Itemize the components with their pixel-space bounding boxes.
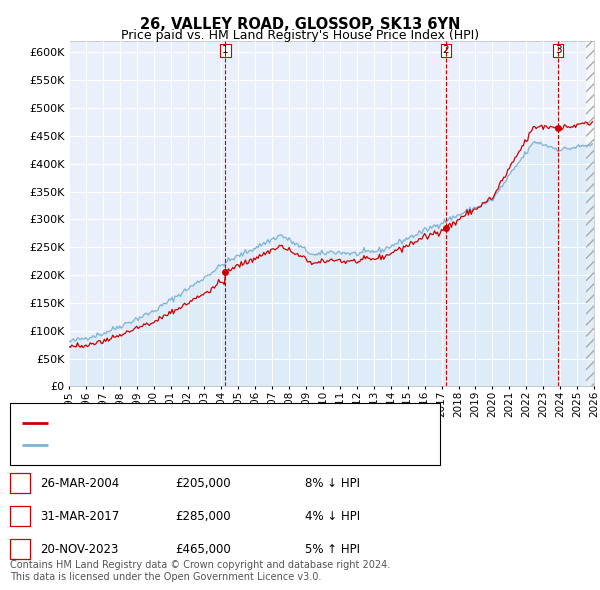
Text: 1: 1 [16, 477, 24, 490]
Text: 4% ↓ HPI: 4% ↓ HPI [305, 510, 360, 523]
Text: 8% ↓ HPI: 8% ↓ HPI [305, 477, 360, 490]
Text: 3: 3 [16, 543, 23, 556]
Bar [10, 404, 440, 466]
Text: 26, VALLEY ROAD, GLOSSOP, SK13 6YN (detached house): 26, VALLEY ROAD, GLOSSOP, SK13 6YN (deta… [54, 417, 392, 430]
Text: £285,000: £285,000 [175, 510, 230, 523]
Text: 5% ↑ HPI: 5% ↑ HPI [305, 543, 360, 556]
Bar [10, 539, 30, 559]
Bar [10, 473, 30, 493]
Text: 2: 2 [16, 510, 24, 523]
Text: £465,000: £465,000 [175, 543, 231, 556]
Text: 26-MAR-2004: 26-MAR-2004 [40, 477, 119, 490]
Text: 20-NOV-2023: 20-NOV-2023 [40, 543, 118, 556]
Text: 1: 1 [222, 45, 229, 55]
Text: HPI: Average price, detached house, High Peak: HPI: Average price, detached house, High… [54, 439, 331, 452]
Text: 3: 3 [555, 45, 562, 55]
Bar [10, 506, 30, 526]
Bar [586, 41, 594, 386]
Text: 26, VALLEY ROAD, GLOSSOP, SK13 6YN: 26, VALLEY ROAD, GLOSSOP, SK13 6YN [140, 17, 460, 31]
Text: Contains HM Land Registry data © Crown copyright and database right 2024.
This d: Contains HM Land Registry data © Crown c… [10, 560, 390, 582]
Text: Price paid vs. HM Land Registry's House Price Index (HPI): Price paid vs. HM Land Registry's House … [121, 29, 479, 42]
Text: 2: 2 [443, 45, 449, 55]
Text: 31-MAR-2017: 31-MAR-2017 [40, 510, 119, 523]
Bar [586, 41, 594, 386]
Text: £205,000: £205,000 [175, 477, 230, 490]
